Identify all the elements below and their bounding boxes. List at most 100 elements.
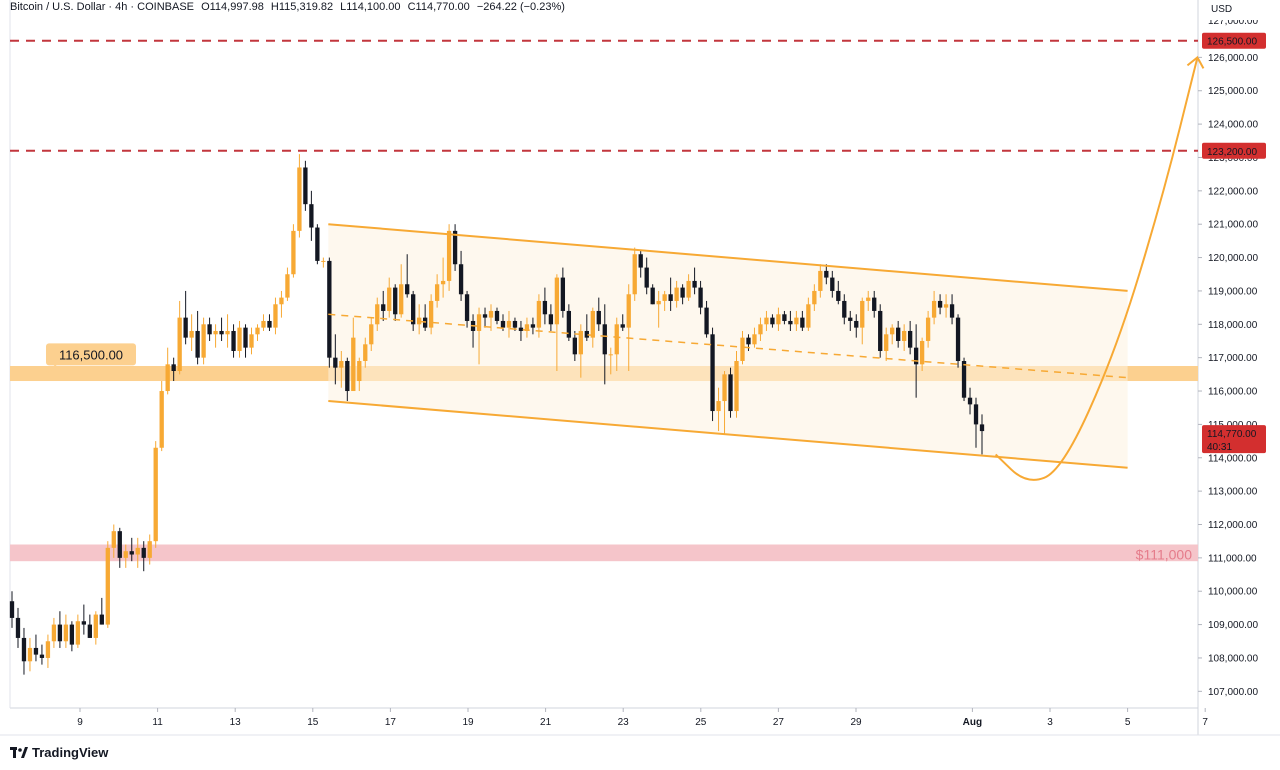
candle-body xyxy=(500,320,506,328)
channel-mid-line[interactable] xyxy=(328,313,1128,379)
candle-body xyxy=(548,314,554,325)
y-tick-label: 107,000.00 xyxy=(1208,687,1258,698)
candle-body xyxy=(872,297,877,311)
candle-body xyxy=(680,287,685,298)
candle-body xyxy=(794,317,799,325)
tradingview-logo[interactable]: TradingView xyxy=(10,745,108,760)
y-tick-label: 124,000.00 xyxy=(1208,120,1258,131)
candle-body xyxy=(135,547,140,555)
y-tick-label: 122,000.00 xyxy=(1208,186,1258,197)
candle-body xyxy=(955,317,961,361)
candle-body xyxy=(674,287,679,301)
candle-body xyxy=(734,361,739,412)
current-price-tag xyxy=(1202,425,1266,454)
x-tick-label: Aug xyxy=(963,717,982,728)
support-label-box xyxy=(46,343,136,366)
candle-body xyxy=(530,324,536,328)
candle-body xyxy=(357,361,362,382)
target-zone xyxy=(10,544,1198,562)
candle-body xyxy=(710,334,715,412)
candle-body xyxy=(440,280,446,285)
symbol-title[interactable]: Bitcoin / U.S. Dollar · 4h · COINBASE xyxy=(10,1,194,13)
x-tick-label: 29 xyxy=(850,717,862,728)
candle-body xyxy=(165,364,170,392)
price-tag-126500 xyxy=(1202,32,1266,49)
candle-body xyxy=(285,274,290,298)
projection-path[interactable] xyxy=(994,57,1199,481)
candle-body xyxy=(273,304,278,328)
candle-body xyxy=(369,324,374,345)
candle-body xyxy=(740,337,745,361)
candle-body xyxy=(117,531,122,558)
symbol-header: Bitcoin / U.S. Dollar · 4h · COINBASE O1… xyxy=(10,1,569,13)
candle-body xyxy=(87,624,92,638)
candle-body xyxy=(57,624,63,642)
current-price-text: 114,770.00 xyxy=(1207,429,1257,440)
candle-body xyxy=(171,364,176,372)
candle-body xyxy=(291,230,296,275)
candle-body xyxy=(752,334,757,345)
candle-body xyxy=(506,320,512,328)
candle-body xyxy=(494,310,500,321)
candle-body xyxy=(153,447,158,542)
candle-body xyxy=(201,324,206,358)
candle-body xyxy=(967,397,973,405)
open-value: O114,997.98 xyxy=(201,1,264,13)
x-tick-label: 11 xyxy=(152,717,163,728)
projection-arrowhead xyxy=(1186,55,1205,69)
candle-body xyxy=(267,320,272,328)
candle-body xyxy=(836,290,841,301)
candle-body xyxy=(177,317,182,372)
channel-upper-line[interactable] xyxy=(328,223,1128,292)
candle-body xyxy=(464,294,470,321)
candle-body xyxy=(411,294,416,325)
candle-body xyxy=(458,264,464,295)
candle-body xyxy=(776,314,781,325)
candle-body xyxy=(542,300,548,315)
candle-body xyxy=(405,284,410,295)
candle-body xyxy=(27,647,33,662)
candle-body xyxy=(572,337,577,355)
candle-body xyxy=(602,324,607,355)
candle-body xyxy=(770,317,775,325)
x-tick-label: 13 xyxy=(230,717,242,728)
candle-body xyxy=(63,624,69,642)
candle-body xyxy=(943,304,949,308)
y-tick-label: 110,000.00 xyxy=(1208,587,1258,598)
candle-body xyxy=(979,424,985,432)
candle-body xyxy=(746,337,751,345)
candle-body xyxy=(99,614,104,625)
candle-body xyxy=(848,317,853,321)
x-tick-label: 15 xyxy=(307,717,319,728)
candle-body xyxy=(890,327,895,335)
candle-body xyxy=(902,330,907,341)
currency-label: USD xyxy=(1211,4,1232,15)
candle-body xyxy=(15,617,21,638)
candle-body xyxy=(590,310,595,338)
tradingview-logo-text: TradingView xyxy=(32,745,109,760)
candle-body xyxy=(782,314,787,321)
candle-body xyxy=(81,621,87,625)
candle-body xyxy=(949,304,955,318)
candle-body xyxy=(842,300,847,318)
candle-body xyxy=(800,317,805,328)
candle-body xyxy=(363,344,368,361)
candle-body xyxy=(608,354,613,356)
candle-body xyxy=(632,254,637,295)
tradingview-logo-icon xyxy=(10,746,28,759)
candle-body xyxy=(620,324,625,328)
candle-body xyxy=(854,320,859,328)
candle-body xyxy=(195,330,200,358)
candle-body xyxy=(428,300,434,328)
y-tick-label-partial: 127,000.00 xyxy=(1208,16,1258,27)
channel-lower-line[interactable] xyxy=(328,400,1128,469)
candle-body xyxy=(925,317,931,341)
candle-body xyxy=(896,327,901,341)
candle-body xyxy=(309,204,314,228)
candle-body xyxy=(884,334,889,351)
candle-body xyxy=(907,330,913,348)
candle-body xyxy=(75,621,81,645)
low-value: L114,100.00 xyxy=(340,1,401,13)
y-tick-label: 125,000.00 xyxy=(1208,86,1258,97)
